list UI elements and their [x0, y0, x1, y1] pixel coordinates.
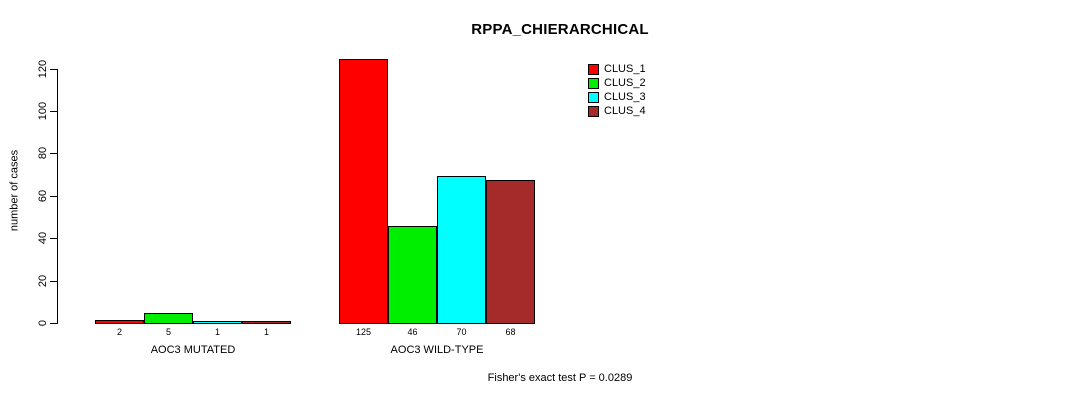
bar-value-CLUS_1-group1: 2 — [116, 327, 122, 337]
y-axis-title: number of cases — [8, 149, 21, 232]
legend-swatch-CLUS_2 — [588, 77, 599, 89]
bar-CLUS_4-group2 — [486, 180, 535, 324]
y-tick-mark-100 — [50, 111, 57, 112]
legend-item-CLUS_2: CLUS_2 — [588, 76, 646, 90]
legend-label-CLUS_3: CLUS_3 — [604, 91, 646, 103]
y-tick-label-100: 100 — [37, 101, 49, 121]
fisher-test-annotation: Fisher's exact test P = 0.0289 — [487, 372, 633, 384]
legend-swatch-CLUS_4 — [588, 105, 599, 117]
bar-CLUS_1-group1 — [95, 320, 144, 324]
bar-value-CLUS_3-group2: 70 — [456, 327, 467, 337]
y-tick-mark-20 — [50, 281, 57, 282]
legend-label-CLUS_1: CLUS_1 — [604, 63, 646, 75]
legend-item-CLUS_1: CLUS_1 — [588, 62, 646, 76]
bar-CLUS_1-group2 — [339, 59, 388, 324]
y-tick-label-120: 120 — [37, 59, 49, 79]
x-group-label-2: AOC3 WILD-TYPE — [390, 344, 484, 356]
legend: CLUS_1 CLUS_2 CLUS_3 CLUS_4 — [588, 62, 646, 118]
bar-value-CLUS_4-group2: 68 — [505, 327, 516, 337]
y-tick-label-20: 20 — [37, 274, 49, 288]
bar-value-CLUS_3-group1: 1 — [214, 327, 220, 337]
bar-CLUS_4-group1 — [242, 321, 291, 324]
bar-CLUS_2-group2 — [388, 226, 437, 324]
y-tick-label-0: 0 — [37, 319, 49, 327]
y-tick-mark-0 — [50, 323, 57, 324]
x-group-label-1: AOC3 MUTATED — [150, 344, 236, 356]
legend-label-CLUS_4: CLUS_4 — [604, 105, 646, 117]
y-tick-mark-80 — [50, 153, 57, 154]
y-tick-mark-120 — [50, 69, 57, 70]
legend-swatch-CLUS_3 — [588, 91, 599, 103]
legend-swatch-CLUS_1 — [588, 63, 599, 75]
bar-value-CLUS_4-group1: 1 — [263, 327, 269, 337]
bar-CLUS_2-group1 — [144, 313, 193, 324]
chart-title: RPPA_CHIERARCHICAL — [471, 21, 649, 38]
bar-value-CLUS_2-group1: 5 — [165, 327, 171, 337]
y-tick-mark-60 — [50, 196, 57, 197]
bar-CLUS_3-group1 — [193, 321, 242, 324]
y-tick-label-40: 40 — [37, 231, 49, 245]
legend-item-CLUS_4: CLUS_4 — [588, 104, 646, 118]
y-tick-label-80: 80 — [37, 146, 49, 160]
bar-value-CLUS_2-group2: 46 — [407, 327, 418, 337]
bar-value-CLUS_1-group2: 125 — [355, 327, 372, 337]
legend-label-CLUS_2: CLUS_2 — [604, 77, 646, 89]
y-axis-line — [57, 69, 58, 324]
y-tick-mark-40 — [50, 238, 57, 239]
y-tick-label-60: 60 — [37, 189, 49, 203]
legend-item-CLUS_3: CLUS_3 — [588, 90, 646, 104]
bar-CLUS_3-group2 — [437, 176, 486, 324]
